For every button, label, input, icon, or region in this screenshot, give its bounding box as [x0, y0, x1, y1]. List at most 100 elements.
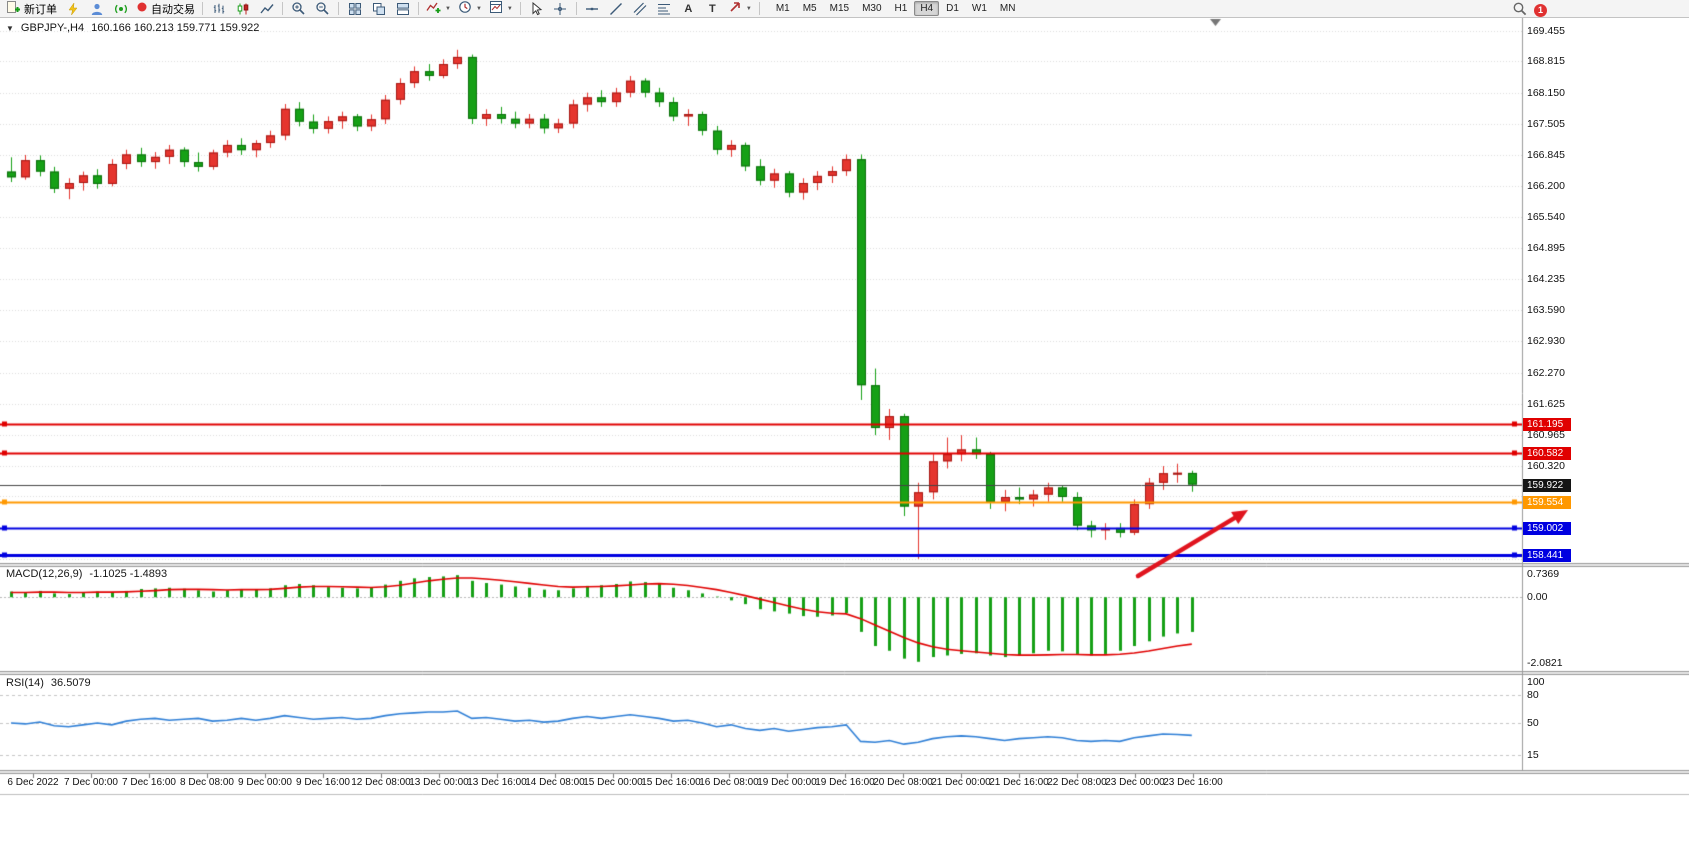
price-badge-160.582: 160.582: [1523, 446, 1571, 460]
bar-chart-icon[interactable]: [207, 0, 230, 17]
periods-button[interactable]: ▼: [455, 1, 485, 16]
timeframe-m30[interactable]: M30: [862, 3, 882, 14]
time-label: 23 Dec 16:00: [1163, 777, 1223, 788]
timeframe-m1[interactable]: M1: [775, 3, 790, 14]
autotrade-button[interactable]: 自动交易: [133, 1, 198, 16]
arrows-tool-button[interactable]: ▼: [725, 1, 755, 16]
toolbar: 新订单 自动交易 ▼ ▼ ▼ A T ▼ M1 M5 M15 M30 H1 H4 D1 W1 M…: [0, 0, 1689, 18]
channel-tool-icon[interactable]: [629, 0, 652, 17]
price-badge-159.002: 159.002: [1523, 521, 1571, 535]
lightning-icon[interactable]: [61, 0, 84, 17]
indicators-icon: [426, 0, 441, 17]
templates-icon: [489, 0, 503, 17]
fibonacci-tool-icon[interactable]: [653, 0, 676, 17]
new-order-button[interactable]: 新订单: [3, 1, 60, 16]
price-tick: 168.815: [1527, 55, 1565, 68]
rsi-axis-label: 100: [1527, 676, 1545, 688]
new-order-icon: [6, 0, 21, 17]
price-tick: 166.200: [1527, 179, 1565, 192]
crosshair-icon[interactable]: [549, 0, 572, 17]
label-tool-button[interactable]: T: [701, 0, 724, 17]
cursor-icon[interactable]: [525, 0, 548, 17]
price-tick: 165.540: [1527, 211, 1565, 224]
time-label: 23 Dec 00:00: [1105, 777, 1165, 788]
search-icon[interactable]: [1512, 1, 1527, 19]
tile-windows-icon[interactable]: [343, 0, 366, 17]
toolbar-separator: [519, 2, 521, 15]
profile-icon[interactable]: [85, 0, 108, 17]
rsi-axis-label: 80: [1527, 689, 1539, 702]
time-label: 9 Dec 00:00: [238, 777, 292, 788]
price-tick: 162.930: [1527, 335, 1565, 348]
price-axis[interactable]: [1522, 17, 1689, 770]
rsi-axis-label: 15: [1527, 749, 1539, 762]
toolbar-separator: [338, 2, 339, 15]
macd-label: MACD(12,26,9): [6, 568, 83, 580]
price-tick: 168.150: [1527, 87, 1565, 100]
time-label: 21 Dec 00:00: [931, 777, 991, 788]
rsi-label-row: RSI(14) 36.5079: [6, 677, 91, 689]
zoom-out-icon[interactable]: [311, 0, 334, 17]
time-label: 20 Dec 08:00: [873, 777, 933, 788]
time-label: 22 Dec 08:00: [1047, 777, 1107, 788]
new-order-label: 新订单: [24, 3, 57, 16]
chart-dropdown-arrow[interactable]: ▼: [6, 23, 14, 33]
broadcast-icon[interactable]: [109, 0, 132, 17]
templates-button[interactable]: ▼: [486, 1, 516, 16]
time-label: 7 Dec 00:00: [64, 777, 118, 788]
macd-axis-label: 0.00: [1527, 591, 1548, 604]
autotrade-icon: [136, 1, 148, 16]
timeframe-h1[interactable]: H1: [894, 3, 908, 14]
text-tool-button[interactable]: A: [677, 0, 700, 17]
price-badge-159.554: 159.554: [1523, 495, 1571, 509]
rsi-axis-label: 50: [1527, 717, 1539, 729]
rsi-label: RSI(14): [6, 677, 44, 689]
time-label: 6 Dec 2022: [7, 777, 59, 788]
arrows-tool-icon: [728, 0, 742, 17]
macd-axis-label: -2.0821: [1527, 656, 1563, 669]
chevron-down-icon: ▼: [506, 5, 513, 12]
periods-icon: [458, 0, 472, 17]
timeframe-m15[interactable]: M15: [829, 3, 850, 14]
time-label: 13 Dec 16:00: [467, 777, 527, 788]
time-label: 19 Dec 00:00: [757, 777, 817, 788]
cascade-windows-icon[interactable]: [367, 0, 390, 17]
line-chart-icon[interactable]: [255, 0, 278, 17]
price-tick: 169.455: [1527, 25, 1565, 37]
chevron-down-icon: ▼: [745, 5, 752, 12]
hline-tool-icon[interactable]: [581, 0, 604, 17]
timeframe-mn[interactable]: MN: [999, 3, 1016, 14]
indicators-button[interactable]: ▼: [423, 1, 454, 16]
time-label: 12 Dec 08:00: [351, 777, 411, 788]
trendline-tool-icon[interactable]: [605, 0, 628, 17]
toolbar-separator: [575, 2, 577, 15]
price-tick: 167.505: [1527, 117, 1565, 130]
price-badge-161.195: 161.195: [1523, 417, 1571, 431]
timeframe-d1[interactable]: D1: [946, 3, 959, 14]
time-axis[interactable]: [0, 774, 1522, 795]
macd-values: -1.1025 -1.4893: [89, 568, 168, 580]
time-label: 19 Dec 16:00: [815, 777, 875, 788]
chart-ohlc: 160.166 160.213 159.771 159.922: [91, 22, 260, 34]
chart-title-row: ▼ GBPJPY-,H4 160.166 160.213 159.771 159…: [6, 22, 259, 34]
notification-badge[interactable]: 1: [1534, 3, 1547, 17]
arrange-windows-icon[interactable]: [391, 0, 414, 17]
zoom-in-icon[interactable]: [287, 0, 310, 17]
candlestick-icon[interactable]: [231, 0, 254, 17]
timeframe-w1[interactable]: W1: [971, 3, 987, 14]
price-tick: 160.965: [1527, 428, 1565, 441]
toolbar-right: 1: [1512, 1, 1547, 19]
time-label: 16 Dec 08:00: [699, 777, 759, 788]
timeframe-m5[interactable]: M5: [802, 3, 817, 14]
price-tick: 162.270: [1527, 366, 1565, 379]
macd-axis-label: 0.7369: [1527, 568, 1560, 580]
chevron-down-icon: ▼: [445, 5, 451, 12]
price-badge-159.922: 159.922: [1523, 478, 1571, 492]
toolbar-separator: [758, 2, 760, 15]
price-tick: 164.895: [1527, 241, 1565, 254]
time-label: 9 Dec 16:00: [296, 777, 350, 788]
timeframe-h4[interactable]: H4: [914, 1, 940, 16]
price-tick: 166.845: [1527, 149, 1565, 162]
